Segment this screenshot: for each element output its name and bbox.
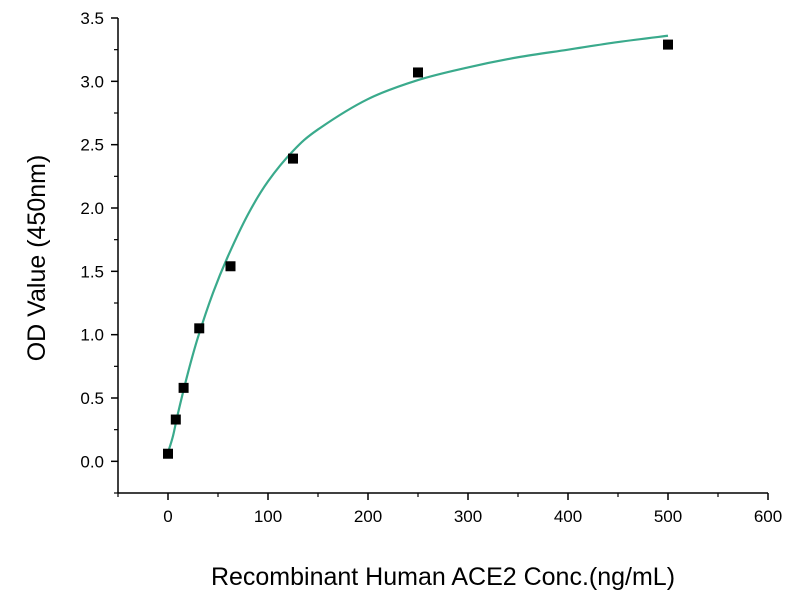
x-tick-label: 400 bbox=[554, 507, 582, 526]
x-tick-label: 300 bbox=[454, 507, 482, 526]
y-tick-label: 0.5 bbox=[80, 389, 104, 408]
fit-curve-line bbox=[166, 34, 669, 453]
x-axis-title: Recombinant Human ACE2 Conc.(ng/mL) bbox=[211, 563, 675, 591]
y-tick-label: 3.0 bbox=[80, 72, 104, 91]
x-tick-label: 100 bbox=[254, 507, 282, 526]
y-tick-label: 2.0 bbox=[80, 199, 104, 218]
y-tick-label: 0.0 bbox=[80, 452, 104, 471]
data-point bbox=[194, 323, 205, 334]
data-point bbox=[413, 67, 423, 78]
y-tick-label: 1.5 bbox=[80, 262, 104, 281]
x-tick-label: 200 bbox=[354, 507, 382, 526]
data-point bbox=[288, 153, 298, 164]
data-point bbox=[178, 382, 189, 393]
data-points bbox=[163, 39, 673, 459]
data-point bbox=[663, 39, 673, 50]
plot-area bbox=[117, 18, 768, 494]
x-tick-label: 0 bbox=[163, 507, 172, 526]
x-tick-label: 500 bbox=[654, 507, 682, 526]
data-point bbox=[170, 414, 181, 425]
y-tick-label: 2.5 bbox=[80, 136, 104, 155]
y-tick-label: 1.0 bbox=[80, 326, 104, 345]
x-tick-label: 600 bbox=[754, 507, 782, 526]
y-ticks: 0.0 0.5 1.0 1.5 2.0 2.5 3.0 3.5 bbox=[80, 9, 118, 494]
data-point bbox=[225, 261, 236, 272]
data-point bbox=[163, 448, 173, 459]
y-tick-label: 3.5 bbox=[80, 9, 104, 28]
x-ticks: 0 100 200 300 400 500 600 bbox=[117, 493, 782, 526]
y-axis-title: OD Value (450nm) bbox=[23, 155, 51, 362]
